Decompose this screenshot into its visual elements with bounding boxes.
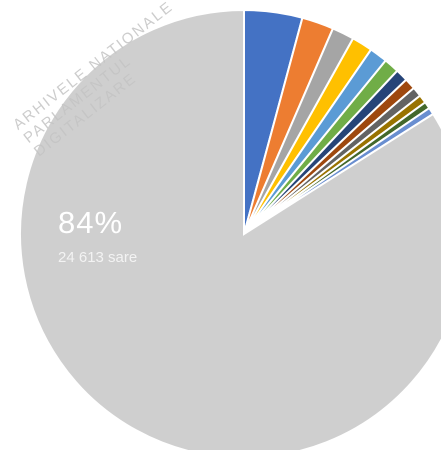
slice-percent-label: 84%	[58, 205, 124, 240]
pie-slice-13	[19, 8, 441, 450]
major-slice-label: 84% 24 613 sare	[58, 206, 137, 268]
slice-count-label: 24 613 sare	[58, 249, 138, 266]
